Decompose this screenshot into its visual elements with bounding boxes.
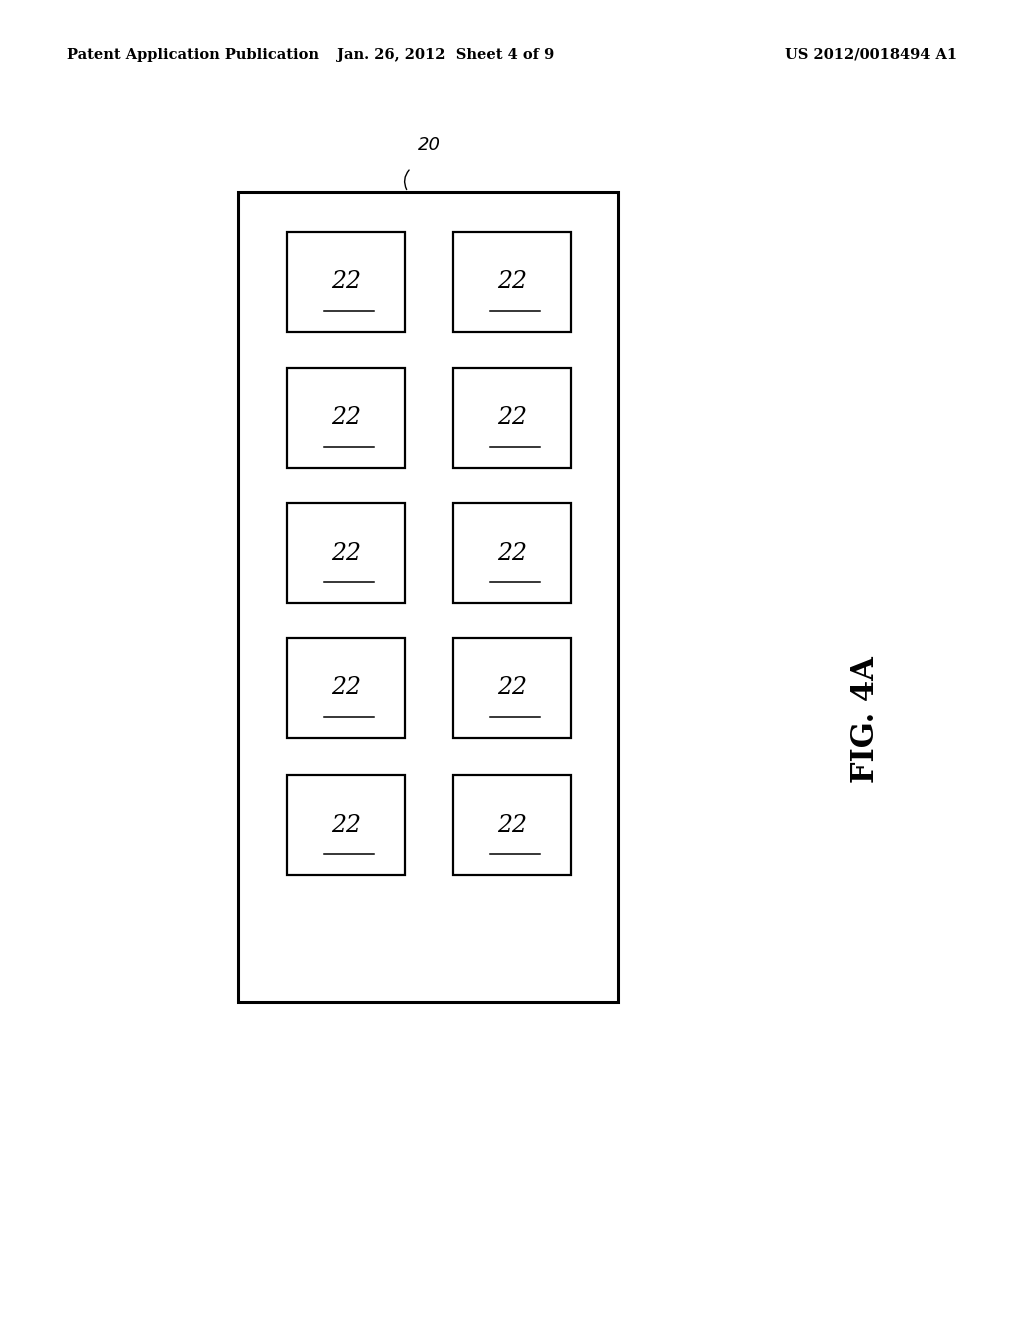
- Text: 22: 22: [331, 541, 361, 565]
- Bar: [238, 191, 618, 1002]
- Text: US 2012/0018494 A1: US 2012/0018494 A1: [785, 48, 957, 62]
- Text: 20: 20: [418, 136, 441, 154]
- Text: 22: 22: [497, 676, 527, 700]
- Text: 22: 22: [497, 541, 527, 565]
- Text: FIG. 4A: FIG. 4A: [850, 656, 881, 783]
- Text: 22: 22: [497, 271, 527, 293]
- Text: Patent Application Publication: Patent Application Publication: [67, 48, 318, 62]
- Bar: [287, 775, 406, 875]
- Bar: [287, 638, 406, 738]
- Bar: [287, 368, 406, 469]
- Text: 22: 22: [331, 813, 361, 837]
- Text: 22: 22: [331, 271, 361, 293]
- Bar: [453, 638, 571, 738]
- Bar: [453, 232, 571, 333]
- Bar: [287, 232, 406, 333]
- Text: 22: 22: [497, 813, 527, 837]
- Bar: [453, 368, 571, 469]
- Bar: [453, 775, 571, 875]
- Text: 22: 22: [331, 676, 361, 700]
- Text: 22: 22: [497, 407, 527, 429]
- Bar: [453, 503, 571, 603]
- Text: 22: 22: [331, 407, 361, 429]
- Text: Jan. 26, 2012  Sheet 4 of 9: Jan. 26, 2012 Sheet 4 of 9: [337, 48, 554, 62]
- Bar: [287, 503, 406, 603]
